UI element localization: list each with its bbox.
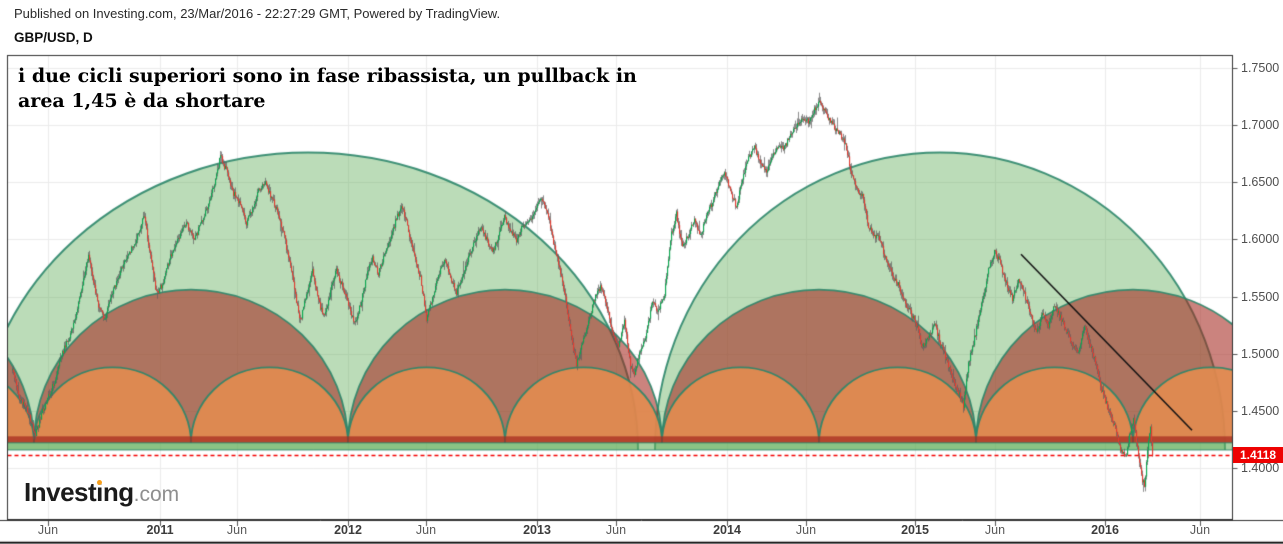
time-tick-label-Jun: Jun bbox=[984, 523, 1006, 537]
price-tick-label-1.6000: 1.6000 bbox=[1241, 232, 1280, 247]
analysis-note[interactable]: i due cicli superiori sono in fase ribas… bbox=[18, 64, 637, 114]
time-tick-label-2016: 2016 bbox=[1091, 523, 1119, 537]
time-tick-label-Jun: Jun bbox=[795, 523, 817, 537]
time-tick-label-2014: 2014 bbox=[713, 523, 741, 537]
time-tick-label-2015: 2015 bbox=[901, 523, 929, 537]
watermark-brand-pre: Invest bbox=[24, 477, 97, 507]
watermark-brand-post: ng bbox=[102, 477, 134, 507]
time-tick-label-Jun: Jun bbox=[415, 523, 437, 537]
analysis-note-line1: i due cicli superiori sono in fase ribas… bbox=[18, 65, 637, 87]
price-tick-label-1.4500: 1.4500 bbox=[1241, 403, 1280, 418]
symbol-title: GBP/USD, D bbox=[14, 30, 93, 45]
investing-watermark: Investing.com bbox=[24, 477, 179, 508]
time-tick-label-2011: 2011 bbox=[146, 523, 174, 537]
last-price-badge: 1.4118 bbox=[1233, 446, 1283, 463]
price-tick-label-1.7000: 1.7000 bbox=[1241, 118, 1280, 133]
price-tick-label-1.4000: 1.4000 bbox=[1241, 461, 1280, 475]
time-tick-label-2012: 2012 bbox=[334, 523, 362, 537]
watermark-suffix: .com bbox=[133, 483, 180, 506]
time-tick-label-Jun: Jun bbox=[1189, 523, 1211, 537]
analysis-note-line2: area 1,45 è da shortare bbox=[18, 90, 266, 112]
price-tick-label-1.5500: 1.5500 bbox=[1241, 289, 1280, 304]
time-tick-label-Jun: Jun bbox=[226, 523, 248, 537]
published-line: Published on Investing.com, 23/Mar/2016 … bbox=[14, 6, 501, 21]
price-tick-label-1.7500: 1.7500 bbox=[1241, 61, 1280, 75]
time-tick-label-Jun: Jun bbox=[605, 523, 627, 537]
time-tick-label-2013: 2013 bbox=[523, 523, 551, 537]
price-tick-label-1.6500: 1.6500 bbox=[1241, 175, 1280, 190]
time-tick-label-Jun: Jun bbox=[37, 523, 59, 537]
watermark-brand-i-dot: i bbox=[96, 477, 103, 507]
price-tick-label-1.5000: 1.5000 bbox=[1241, 346, 1280, 361]
